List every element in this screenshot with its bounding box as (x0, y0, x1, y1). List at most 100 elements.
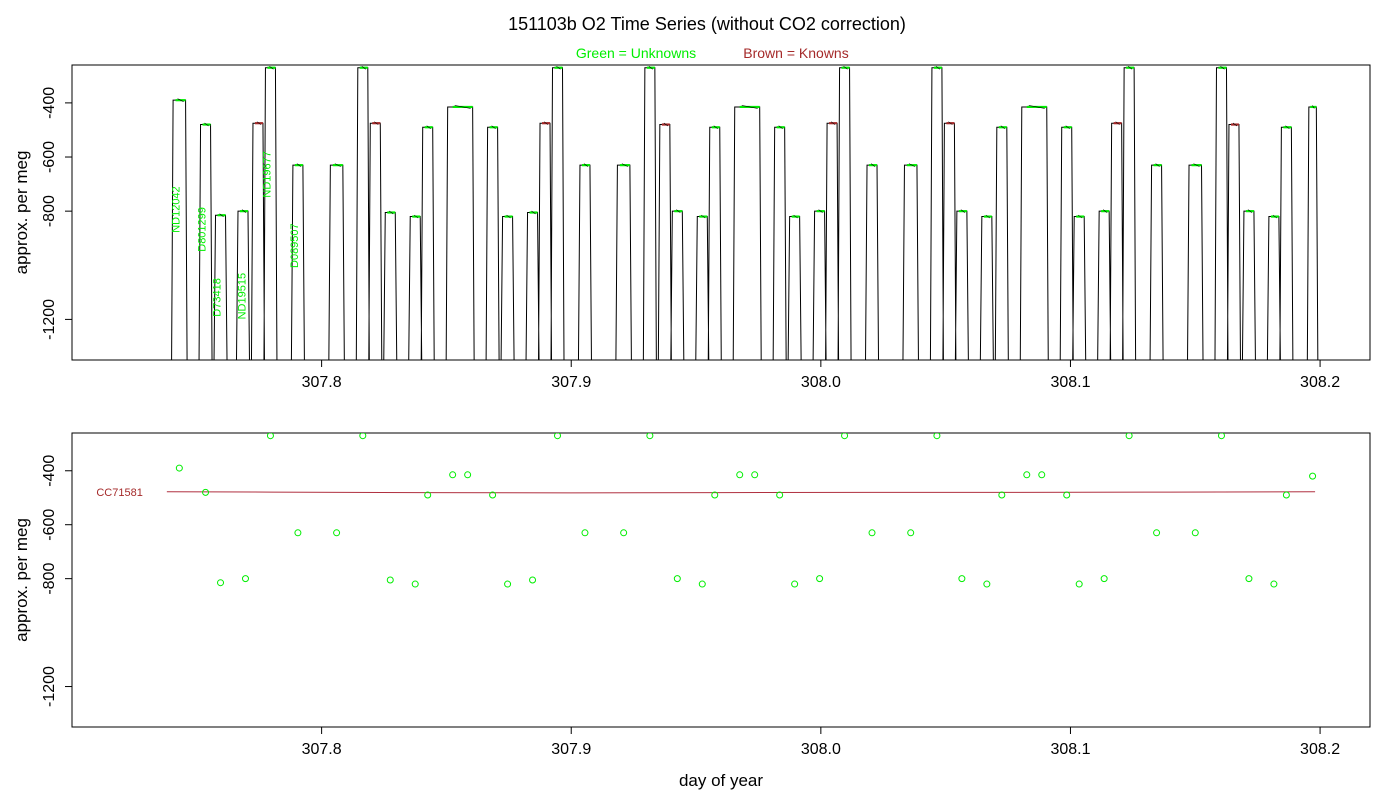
scatter-point (620, 529, 628, 537)
scatter-point (1282, 491, 1290, 499)
scatter-point (1245, 575, 1253, 583)
scatter-point (1191, 529, 1199, 537)
scatter-point (646, 433, 654, 440)
scatter-point (958, 575, 966, 583)
legend-unknowns: Green = Unknowns (576, 45, 696, 61)
plateau-noise-mark (948, 121, 953, 125)
plateau-noise-mark (793, 214, 798, 219)
plateau-noise-mark (296, 163, 302, 167)
scatter-point (529, 576, 537, 584)
scatter-point (449, 471, 457, 479)
top-x-tick-label: 308.1 (1050, 374, 1090, 391)
plateau-noise-mark (843, 65, 848, 70)
plateau-noise-mark (830, 121, 836, 125)
scatter-point (933, 433, 941, 440)
scatter-point (554, 433, 562, 440)
scatter-point (998, 491, 1006, 499)
scatter-point (1125, 433, 1133, 440)
scatter-point (983, 580, 991, 588)
plateau-noise-mark (908, 163, 916, 167)
fit-line-label: CC71581 (96, 487, 142, 499)
plateau-noise-mark (506, 214, 511, 219)
plateau-noise-mark (531, 210, 536, 215)
scatter-point (266, 433, 274, 440)
top-x-tick-label: 308.0 (801, 374, 841, 391)
plateau-noise-mark (985, 214, 991, 219)
scatter-point (673, 575, 681, 583)
bottom-y-tick-label: -400 (41, 455, 58, 487)
reference-fit-line (166, 491, 1316, 494)
top-x-tick-label: 308.2 (1300, 374, 1340, 391)
scatter-point (776, 491, 784, 499)
top-plot-area: ND12042 D801299 D73418 ND19515 ND19677 D08950… (159, 65, 1319, 360)
scatter-point (424, 491, 432, 499)
plateau-noise-mark (621, 163, 629, 167)
plateau-noise-mark (374, 121, 379, 125)
legend-knowns: Brown = Knowns (743, 45, 848, 61)
scatter-point (359, 433, 367, 440)
plateau-noise-mark (491, 125, 496, 129)
plateau-noise-mark (334, 163, 341, 167)
sample-annotation: D73418 (212, 278, 224, 317)
plateau-noise-mark (713, 125, 718, 129)
analyzer-trace-line (159, 67, 1319, 360)
plateau-noise-mark (778, 125, 783, 129)
scatter-point (411, 580, 419, 588)
scatter-point (1153, 529, 1161, 537)
scatter-point (751, 471, 759, 479)
bottom-y-tick-label: -1200 (41, 666, 58, 707)
scatter-point (841, 433, 849, 440)
scatter-point (868, 529, 876, 537)
top-y-tick-label: -400 (41, 87, 58, 119)
plateau-noise-mark (1115, 121, 1120, 125)
scatter-point (175, 464, 183, 472)
scatter-point (1063, 491, 1071, 499)
plateau-noise-mark (1247, 209, 1253, 213)
plateau-noise-mark (741, 105, 758, 109)
plateau-noise-mark (1127, 65, 1133, 70)
scatter-point (333, 529, 341, 537)
plateau-noise-mark (1155, 163, 1160, 167)
plateau-noise-mark (241, 209, 247, 213)
scatter-point (386, 576, 394, 584)
plateau-noise-mark (204, 122, 209, 127)
scatter-point (907, 529, 915, 537)
scatter-point (1270, 580, 1278, 588)
scatter-point (791, 580, 799, 588)
scatter-point (1309, 472, 1317, 480)
scatter-point (464, 471, 472, 479)
sample-annotation: D801299 (197, 207, 209, 252)
sample-annotation: D089507 (289, 223, 301, 268)
scatter-point (217, 579, 225, 587)
bottom-x-tick-label: 307.9 (551, 741, 591, 758)
plateau-noise-mark (1065, 125, 1070, 129)
scatter-point (711, 491, 719, 499)
top-y-tick-label: -1200 (41, 299, 58, 340)
plateau-noise-mark (1000, 125, 1005, 129)
sample-annotation: ND19677 (261, 151, 273, 197)
bottom-y-tick-label: -800 (41, 563, 58, 595)
scatter-point (1023, 471, 1031, 479)
chart-title: 151103b O2 Time Series (without CO2 corr… (508, 14, 906, 34)
scatter-point (1217, 433, 1225, 440)
plateau-noise-mark (414, 214, 419, 219)
plateau-noise-mark (219, 213, 224, 217)
scatter-point (736, 471, 744, 479)
plateau-noise-mark (454, 105, 471, 109)
plateau-noise-mark (389, 210, 394, 215)
plateau-noise-mark (269, 65, 274, 70)
plateau-noise-mark (701, 214, 706, 219)
scatter-point (581, 529, 589, 537)
top-panel: 307.8 307.9 308.0 308.1 308.2 -400 -600 -800 -12… (12, 64, 1371, 391)
plateau-noise-mark (543, 121, 549, 125)
top-y-tick-label: -800 (41, 195, 58, 227)
plateau-noise-mark (663, 122, 669, 127)
plateau-noise-mark (648, 65, 654, 70)
bottom-panel: 307.8 307.9 308.0 308.1 308.2 -400 -600 -800 -12… (12, 432, 1371, 790)
plateau-noise-mark (426, 125, 431, 129)
top-y-tick-label: -600 (41, 141, 58, 173)
bottom-x-tick-label: 308.1 (1050, 741, 1090, 758)
bottom-x-tick-label: 308.0 (801, 741, 841, 758)
bottom-plot-area: CC71581 (96, 433, 1317, 588)
